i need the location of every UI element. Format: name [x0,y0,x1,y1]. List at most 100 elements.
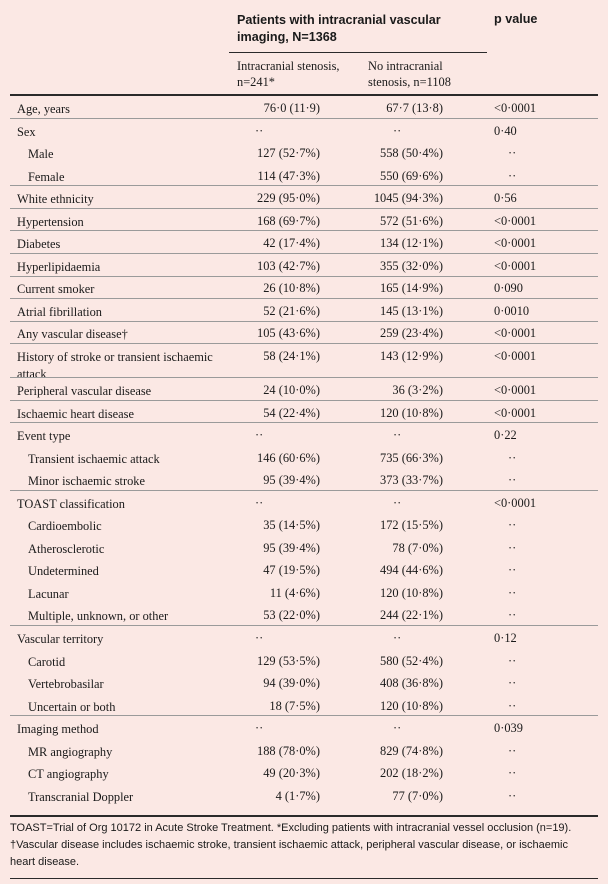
p-value: ·· [508,585,517,600]
row-label: Diabetes [17,237,61,252]
header-rule [10,94,598,96]
row-label: Imaging method [17,722,99,737]
p-value: <0·0001 [494,383,537,398]
row-label: Minor ischaemic stroke [28,474,145,489]
stenosis-value: ·· [255,721,264,736]
no-stenosis-value: ·· [393,631,402,646]
p-value: <0·0001 [494,101,537,115]
stenosis-value: ·· [255,428,264,443]
row-label: Any vascular disease† [17,327,128,342]
p-value: 0·12 [494,631,517,646]
stenosis-value: 168 (69·7%) [257,213,320,228]
stenosis-value: 229 (95·0%) [257,191,320,206]
no-stenosis-value: 77 (7·0%) [392,788,443,803]
stenosis-header: Intracranial stenosis, n=241* [237,59,340,89]
row-label: Uncertain or both [28,699,116,714]
table-header: Patients with intracranial vascular imag… [0,0,608,96]
row-label: White ethnicity [17,192,94,207]
stenosis-value: 127 (52·7%) [257,146,320,161]
p-value: ·· [508,540,517,555]
table-row: History of stroke or transient ischaemic… [0,344,608,381]
stenosis-value: 18 (7·5%) [269,698,320,713]
table-row: White ethnicity 229 (95·0%) 1045 (94·3%)… [0,186,608,209]
no-stenosis-value: 550 (69·6%) [380,168,443,183]
row-label: Male [28,147,54,162]
p-value: ·· [508,676,517,691]
row-label: Vascular territory [17,632,104,647]
table-row: Multiple, unknown, or other 53 (22·0%) 2… [0,603,608,626]
no-stenosis-value: 145 (13·1%) [380,303,443,318]
stenosis-value: 26 (10·8%) [263,281,320,296]
no-stenosis-value: 259 (23·4%) [380,326,443,341]
footnote-rule [10,878,598,879]
table-row: Minor ischaemic stroke 95 (39·4%) 373 (3… [0,468,608,491]
stenosis-value: 94 (39·0%) [263,676,320,691]
row-label: Event type [17,429,71,444]
p-value: <0·0001 [494,326,537,341]
p-value: <0·0001 [494,405,537,420]
p-value: 0·0010 [494,303,530,318]
table-row: Transient ischaemic attack 146 (60·6%) 7… [0,446,608,469]
table-row: Male 127 (52·7%) 558 (50·4%) ·· [0,141,608,164]
no-stenosis-value: 244 (22·1%) [380,608,443,623]
p-value: 0·090 [494,281,523,296]
no-stenosis-value: ·· [393,495,402,510]
stenosis-value: 35 (14·5%) [263,518,320,533]
table-row: Atherosclerotic 95 (39·4%) 78 (7·0%) ·· [0,536,608,559]
row-label: TOAST classification [17,496,125,511]
p-value: 0·56 [494,191,517,206]
table-row: Sex ·· ·· 0·40 [0,119,608,142]
table-row: Age, years 76·0 (11·9) 67·7 (13·8) <0·00… [0,96,608,119]
p-value: 0·039 [494,721,523,736]
stenosis-value: 95 (39·4%) [263,540,320,555]
stenosis-value: 53 (22·0%) [263,608,320,623]
no-stenosis-value: 36 (3·2%) [392,383,443,398]
row-label: Atrial fibrillation [17,304,102,319]
table-row: TOAST classification ·· ·· <0·0001 [0,491,608,514]
table-bottom-rule [10,815,598,817]
p-value: <0·0001 [494,213,537,228]
no-stenosis-value: 735 (66·3%) [380,450,443,465]
table-row: Vertebrobasilar 94 (39·0%) 408 (36·8%) ·… [0,671,608,694]
no-stenosis-value: 165 (14·9%) [380,281,443,296]
table-row: Ischaemic heart disease 54 (22·4%) 120 (… [0,401,608,424]
table-row: CT angiography 49 (20·3%) 202 (18·2%) ·· [0,761,608,784]
stenosis-value: 42 (17·4%) [263,236,320,251]
stenosis-value: ·· [255,631,264,646]
no-stenosis-value: ·· [393,721,402,736]
table-row: Hyperlipidaemia 103 (42·7%) 355 (32·0%) … [0,254,608,277]
p-value: ·· [508,766,517,781]
stenosis-value: 114 (47·3%) [257,168,320,183]
table-row: Current smoker 26 (10·8%) 165 (14·9%) 0·… [0,276,608,299]
row-label: Undetermined [28,564,99,579]
row-label: Current smoker [17,282,95,297]
row-label: Cardioembolic [28,519,102,534]
table-row: Event type ·· ·· 0·22 [0,423,608,446]
no-stenosis-value: 143 (12·9%) [380,349,443,364]
p-value: ·· [508,518,517,533]
no-stenosis-value: 120 (10·8%) [380,585,443,600]
p-value: ·· [508,788,517,803]
stenosis-value: 105 (43·6%) [257,326,320,341]
table-row: Imaging method ·· ·· 0·039 [0,716,608,739]
stenosis-value: 103 (42·7%) [257,258,320,273]
no-stenosis-header: No intracranial stenosis, n=1108 [368,59,451,89]
stenosis-value: ·· [255,123,264,138]
table-row: Diabetes 42 (17·4%) 134 (12·1%) <0·0001 [0,231,608,254]
table-row: Peripheral vascular disease 24 (10·0%) 3… [0,378,608,401]
no-stenosis-value: ·· [393,123,402,138]
stenosis-value: 188 (78·0%) [257,743,320,758]
table-body: Age, years 76·0 (11·9) 67·7 (13·8) <0·00… [0,96,608,806]
no-stenosis-value: 120 (10·8%) [380,698,443,713]
stenosis-value: 129 (53·5%) [257,653,320,668]
p-value: <0·0001 [494,236,537,251]
no-stenosis-value: 78 (7·0%) [392,540,443,555]
no-stenosis-value: 1045 (94·3%) [373,191,443,206]
row-label: Transient ischaemic attack [28,451,160,466]
row-label: Transcranial Doppler [28,789,134,804]
stenosis-value: 47 (19·5%) [263,563,320,578]
group-rule [229,52,487,53]
no-stenosis-value: 494 (44·6%) [380,563,443,578]
p-value: ·· [508,608,517,623]
